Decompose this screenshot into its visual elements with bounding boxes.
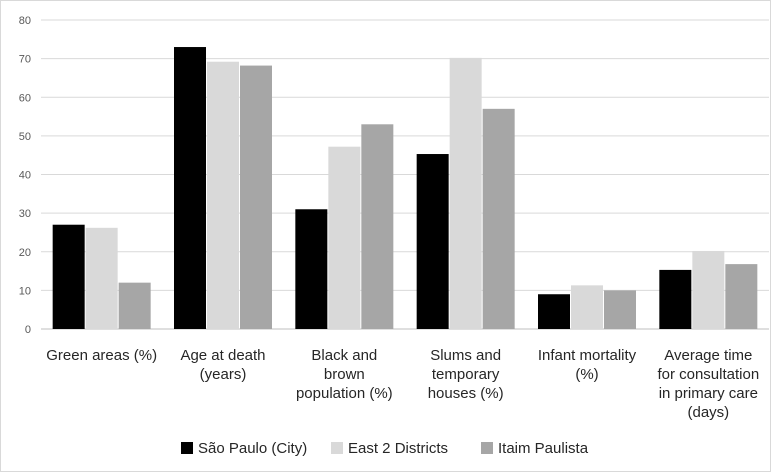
y-tick-label: 50: [19, 131, 31, 143]
legend: São Paulo (City) East 2 Districts Itaim Pa…: [181, 440, 589, 457]
legend-label: East 2 Districts: [348, 440, 448, 457]
legend-swatch: [481, 442, 493, 454]
y-tick-label: 30: [19, 208, 31, 220]
legend-swatch: [331, 442, 343, 454]
bar-east-2-districts-5: [692, 250, 725, 329]
bar-itaim-paulista-3: [482, 108, 515, 330]
bar-itaim-paulista-5: [725, 264, 758, 329]
y-tick-label: 60: [19, 92, 31, 104]
y-tick-label: 40: [19, 170, 31, 182]
bar-east-2-districts-4: [571, 285, 603, 329]
x-category-label: Average time for consultation in primary c…: [657, 347, 759, 421]
legend-label: Itaim Paulista: [498, 440, 589, 457]
y-tick-label: 70: [19, 54, 31, 66]
bar-s-o-paulo-city-3: [416, 154, 449, 329]
legend-swatch: [181, 442, 193, 454]
y-tick-label: 20: [19, 247, 31, 259]
y-tick-label: 10: [19, 285, 31, 297]
x-category-label: Infant mortality (%): [538, 347, 637, 383]
bar-east-2-districts-2: [328, 146, 361, 329]
bar-itaim-paulista-0: [118, 282, 151, 329]
gridlines: [41, 19, 769, 330]
bar-s-o-paulo-city-4: [538, 294, 570, 329]
legend-item-east-2-districts: East 2 Districts: [331, 440, 448, 457]
x-category-label: Age at death (years): [180, 347, 265, 383]
y-axis-ticks: 0 10 20 30 40 50 60 70 80: [19, 15, 31, 336]
bar-s-o-paulo-city-0: [52, 224, 85, 329]
y-tick-label: 0: [25, 324, 31, 336]
bar-itaim-paulista-4: [604, 290, 636, 329]
bar-itaim-paulista-2: [361, 124, 394, 329]
x-category-label: Black and brown population (%): [296, 347, 393, 402]
bar-s-o-paulo-city-5: [659, 269, 692, 329]
legend-label: São Paulo (City): [198, 440, 307, 457]
bar-s-o-paulo-city-2: [295, 209, 328, 329]
bar-east-2-districts-3: [449, 57, 482, 329]
x-category-label: Green areas (%): [46, 347, 157, 364]
x-category-label: Slums and temporary houses (%): [428, 347, 504, 402]
bar-east-2-districts-0: [85, 227, 118, 329]
bar-itaim-paulista-1: [240, 65, 272, 329]
bar-s-o-paulo-city-1: [174, 47, 206, 329]
x-axis-categories: Green areas (%) Age at death (years) Black …: [46, 347, 759, 421]
legend-item-s-o-paulo-city: São Paulo (City): [181, 440, 307, 457]
legend-item-itaim-paulista: Itaim Paulista: [481, 440, 589, 457]
y-tick-label: 80: [19, 15, 31, 27]
bars: [52, 47, 758, 330]
bar-east-2-districts-1: [207, 61, 239, 330]
